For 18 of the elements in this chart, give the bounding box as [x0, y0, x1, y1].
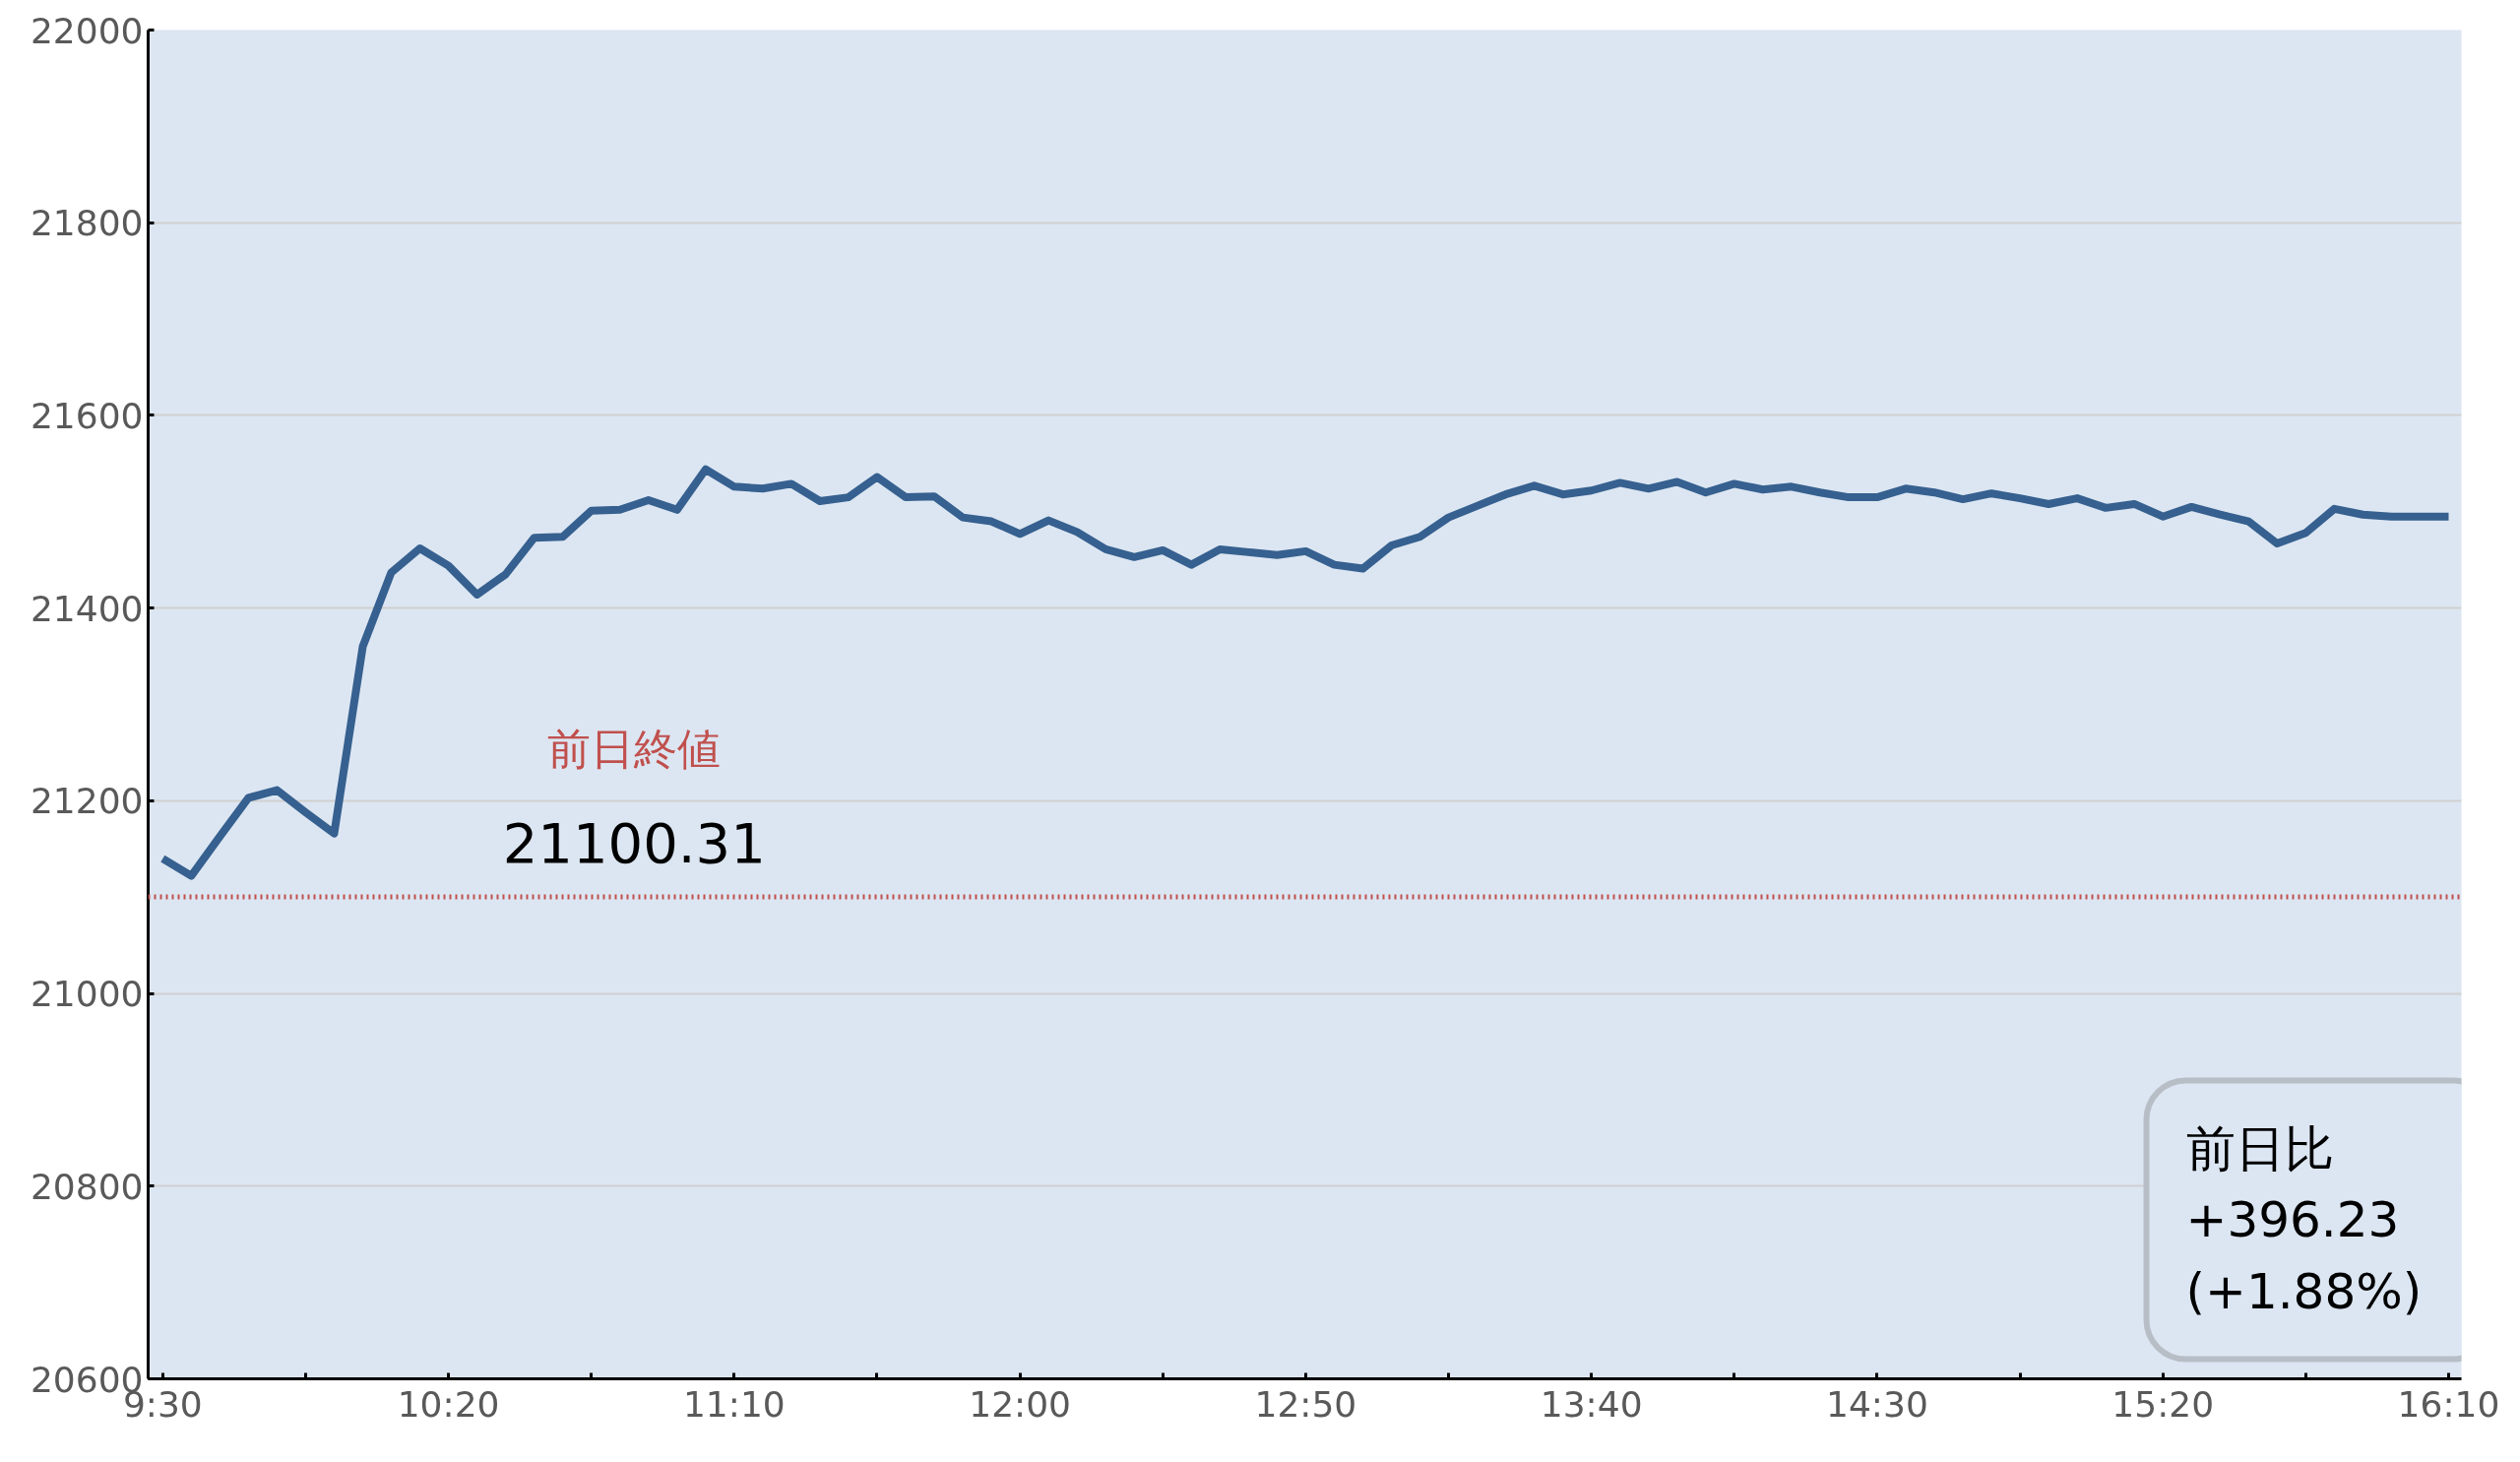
y-tick-label: 21600: [30, 395, 144, 436]
x-tick-label: 15:20: [2111, 1383, 2215, 1425]
y-tick-label: 21800: [30, 203, 144, 244]
x-tick-label: 10:20: [397, 1383, 500, 1425]
ref-line-label: 前日終値: [547, 723, 722, 774]
y-tick-label: 21400: [30, 588, 144, 629]
y-tick-label: 20800: [30, 1166, 144, 1207]
x-tick-label: 14:30: [1826, 1383, 1928, 1425]
x-tick-label: 12:00: [969, 1383, 1071, 1425]
annotation: 21100.31: [502, 810, 766, 875]
annotation: 前日比 +396.23 (+1.88%): [2185, 1119, 2423, 1320]
y-tick-label: 21200: [30, 781, 144, 822]
y-tick-label: 22000: [30, 10, 144, 51]
y-tick-label: 21000: [30, 974, 144, 1015]
x-tick-label: 16:10: [2397, 1383, 2500, 1425]
x-tick-label: 11:10: [682, 1383, 786, 1425]
x-tick-label: 13:40: [1540, 1383, 1643, 1425]
x-tick-label: 12:50: [1254, 1383, 1357, 1425]
